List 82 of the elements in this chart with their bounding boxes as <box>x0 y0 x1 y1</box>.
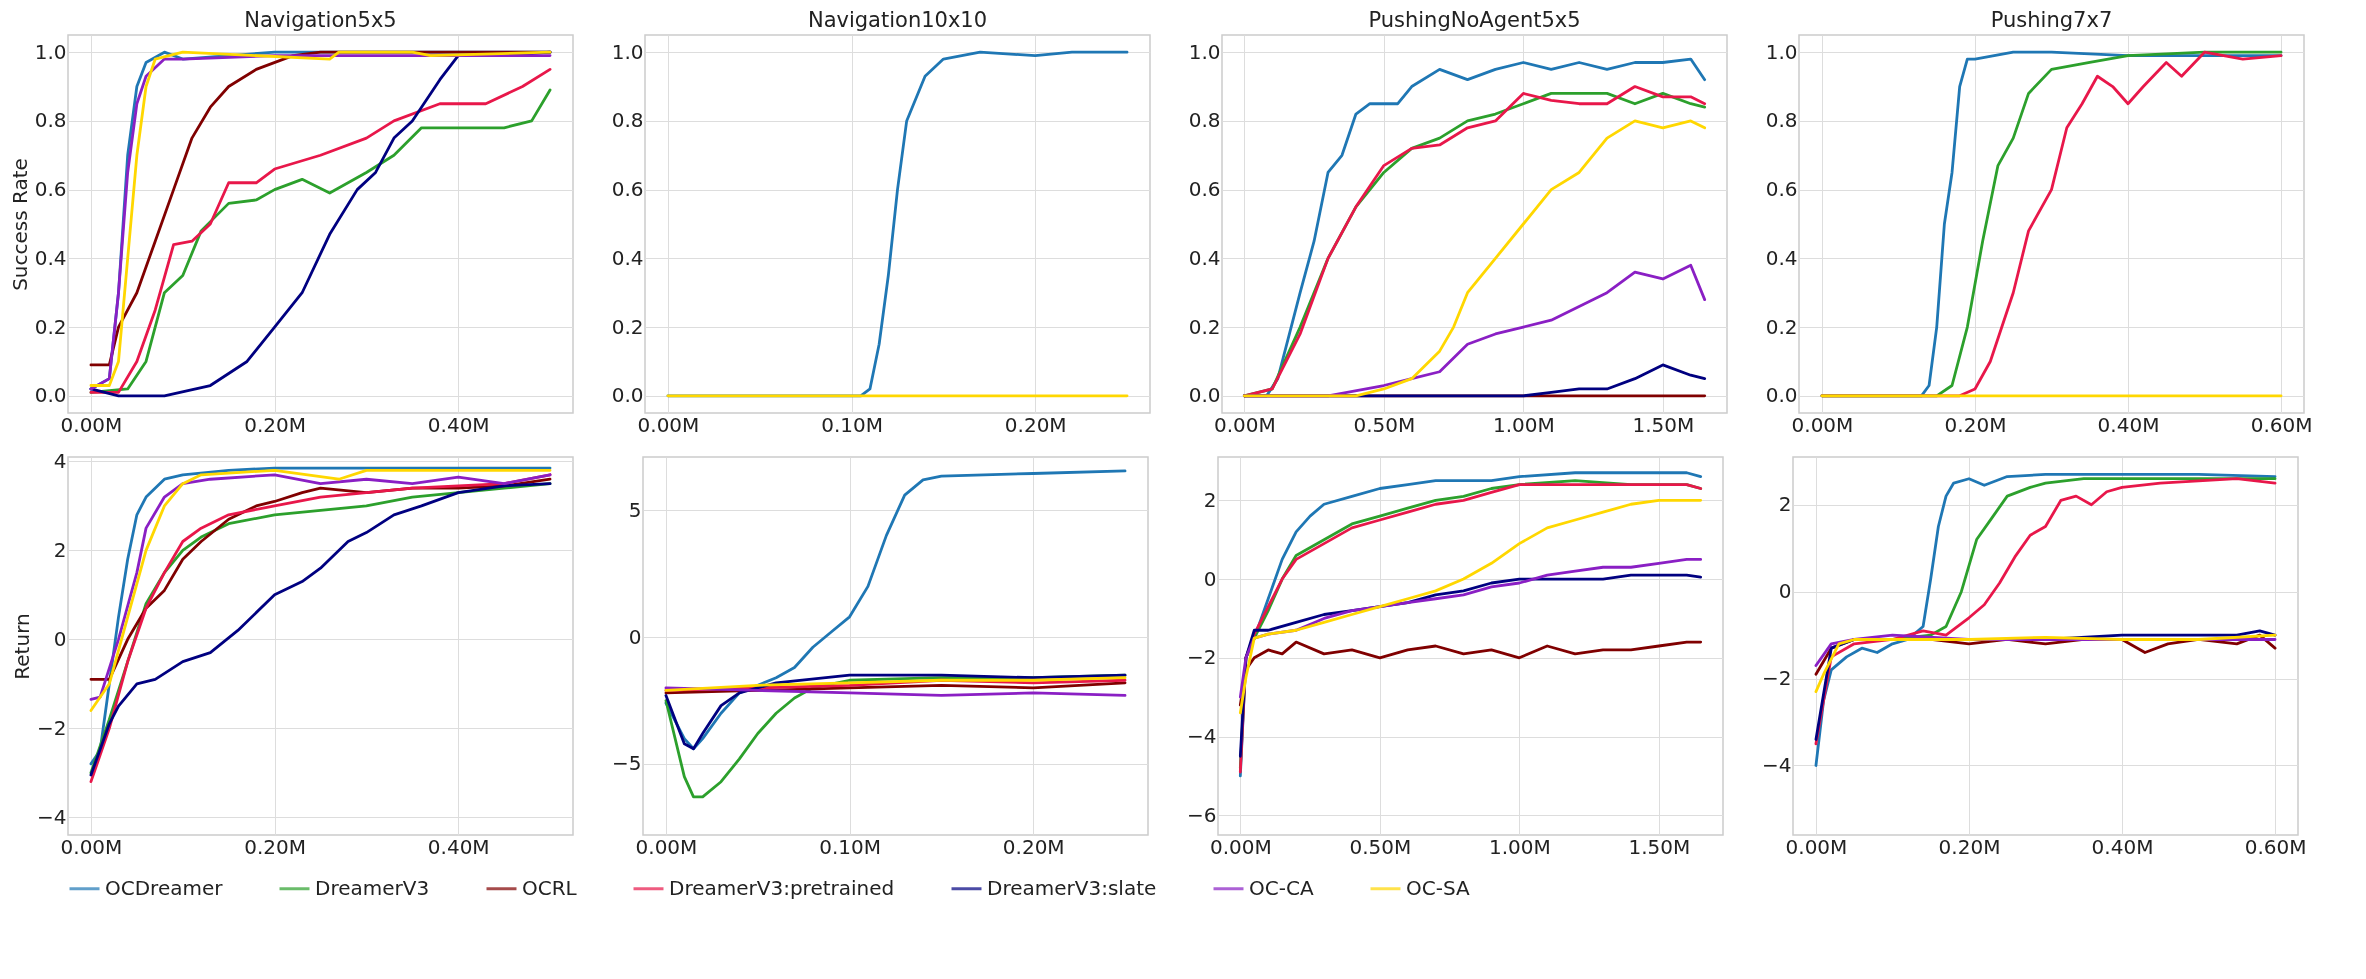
x-tick-label: 0.10M <box>819 834 881 859</box>
chart-title: Navigation10x10 <box>807 8 988 32</box>
x-tick-label: 1.50M <box>1628 834 1691 859</box>
x-tick-label: 0.00M <box>1209 834 1272 859</box>
y-tick-label: 0.4 <box>1188 245 1221 270</box>
y-axis-title: Success Rate <box>7 158 32 291</box>
y-tick-label: 1.0 <box>34 39 67 64</box>
x-tick-label: 0.00M <box>1791 412 1854 437</box>
y-tick-label: 0.8 <box>611 108 644 133</box>
x-tick-label: 1.00M <box>1488 834 1551 859</box>
x-tick-label: 0.40M <box>427 412 490 437</box>
y-tick-label: 0.2 <box>611 314 644 339</box>
y-axis-title: Return <box>10 613 35 680</box>
y-tick-label: 0 <box>1203 566 1217 591</box>
legend-label: OCDreamer <box>105 875 224 900</box>
y-tick-label: 0.6 <box>34 177 67 202</box>
y-tick-label: 2 <box>1778 492 1792 517</box>
y-tick-label: 0.6 <box>611 177 644 202</box>
y-tick-label: 0.8 <box>1765 108 1798 133</box>
y-tick-label: 2 <box>1203 487 1217 512</box>
y-tick-label: 0 <box>628 624 642 649</box>
x-tick-label: 0.20M <box>244 834 306 859</box>
y-tick-label: 2 <box>53 537 67 562</box>
y-tick-label: 0.2 <box>1765 314 1798 339</box>
y-tick-label: 5 <box>628 497 642 522</box>
x-tick-label: 0.10M <box>821 412 883 437</box>
y-tick-label: 0.6 <box>1188 177 1221 202</box>
x-tick-label: 0.50M <box>1353 412 1416 437</box>
x-tick-label: 0.00M <box>60 834 123 859</box>
chart-title: Pushing7x7 <box>1990 8 2113 32</box>
x-tick-label: 0.50M <box>1349 834 1412 859</box>
x-tick-label: 0.60M <box>2244 834 2307 859</box>
y-tick-label: 0.2 <box>1188 314 1221 339</box>
chart-title: PushingNoAgent5x5 <box>1368 8 1581 32</box>
x-tick-label: 0.20M <box>1938 834 2001 859</box>
legend-label: DreamerV3 <box>315 875 430 900</box>
y-tick-label: −4 <box>1187 724 1217 749</box>
legend-label: OCRL <box>522 875 578 900</box>
x-tick-label: 0.20M <box>1002 834 1065 859</box>
x-tick-label: 1.50M <box>1632 412 1695 437</box>
y-tick-label: 0.0 <box>611 383 644 408</box>
y-tick-label: 0.8 <box>1188 108 1221 133</box>
y-tick-label: −4 <box>37 804 67 829</box>
legend-label: DreamerV3:slate <box>987 875 1157 900</box>
x-tick-label: 0.20M <box>1944 412 2007 437</box>
y-tick-label: −5 <box>612 751 642 776</box>
x-tick-label: 0.20M <box>244 412 306 437</box>
chart-title: Navigation5x5 <box>244 8 397 32</box>
x-tick-label: 0.40M <box>2097 412 2160 437</box>
x-tick-label: 0.60M <box>2250 412 2313 437</box>
y-tick-label: 0 <box>53 626 67 651</box>
y-tick-label: 1.0 <box>1188 39 1221 64</box>
y-tick-label: 0.2 <box>34 314 67 339</box>
x-tick-label: 0.00M <box>60 412 123 437</box>
y-tick-label: 0 <box>1778 579 1792 604</box>
y-tick-label: 0.0 <box>1765 383 1798 408</box>
y-tick-label: −2 <box>1187 645 1217 670</box>
x-tick-label: 0.40M <box>2091 834 2154 859</box>
x-tick-label: 0.40M <box>427 834 490 859</box>
y-tick-label: 0.6 <box>1765 177 1798 202</box>
y-tick-label: 0.0 <box>34 383 67 408</box>
y-tick-label: 0.0 <box>1188 383 1221 408</box>
x-tick-label: 1.00M <box>1492 412 1555 437</box>
y-tick-label: 0.4 <box>1765 245 1798 270</box>
y-tick-label: 0.4 <box>611 245 644 270</box>
x-tick-label: 0.00M <box>637 412 700 437</box>
x-tick-label: 0.20M <box>1004 412 1067 437</box>
legend-label: OC-CA <box>1249 875 1314 900</box>
y-tick-label: 0.4 <box>34 245 67 270</box>
y-tick-label: −4 <box>1762 752 1792 777</box>
legend-label: OC-SA <box>1406 875 1470 900</box>
y-tick-label: −6 <box>1187 802 1217 827</box>
x-tick-label: 0.00M <box>1213 412 1276 437</box>
y-tick-label: 1.0 <box>611 39 644 64</box>
y-tick-label: 4 <box>53 448 67 473</box>
y-tick-label: 1.0 <box>1765 39 1798 64</box>
y-tick-label: −2 <box>37 715 67 740</box>
x-tick-label: 0.00M <box>1785 834 1848 859</box>
x-tick-label: 0.00M <box>635 834 698 859</box>
y-tick-label: 0.8 <box>34 108 67 133</box>
legend-label: DreamerV3:pretrained <box>669 875 895 900</box>
y-tick-label: −2 <box>1762 666 1792 691</box>
